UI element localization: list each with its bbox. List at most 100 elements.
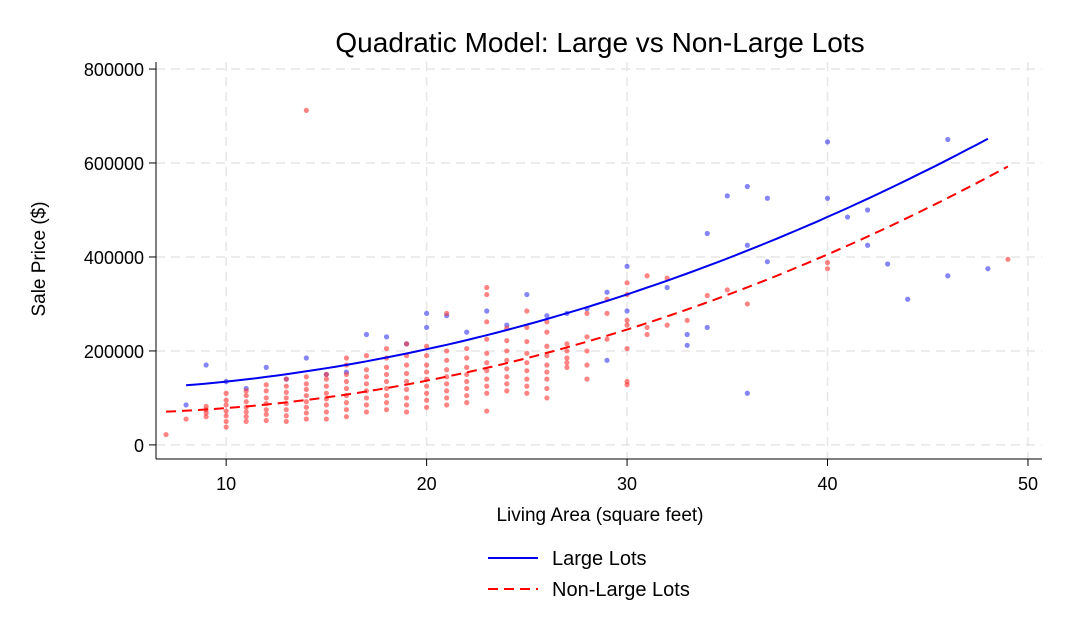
data-point-non-large-lots [303, 416, 309, 422]
data-point-non-large-lots [424, 383, 430, 389]
data-point-non-large-lots [464, 355, 470, 361]
data-point-non-large-lots [584, 348, 590, 354]
data-point-large-lots [945, 273, 951, 279]
data-point-non-large-lots [584, 310, 590, 316]
data-point-large-lots [744, 183, 750, 190]
data-point-large-lots [824, 195, 831, 201]
y-axis-title: Sale Price ($) [29, 201, 50, 316]
data-point-non-large-lots [624, 322, 630, 328]
data-point-non-large-lots [484, 319, 490, 325]
data-point-non-large-lots [564, 355, 570, 361]
data-point-non-large-lots [263, 411, 269, 417]
data-point-non-large-lots [303, 374, 309, 380]
data-point-non-large-lots [524, 383, 530, 389]
data-point-non-large-lots [343, 414, 350, 420]
data-point-non-large-lots [303, 404, 309, 410]
data-point-non-large-lots [444, 348, 450, 354]
data-point-non-large-lots [243, 399, 249, 405]
data-point-non-large-lots [323, 390, 329, 396]
data-point-non-large-lots [524, 338, 530, 345]
data-point-non-large-lots [484, 336, 490, 342]
data-point-non-large-lots [283, 407, 289, 413]
data-point-non-large-lots [424, 390, 430, 396]
data-point-non-large-lots [644, 273, 650, 279]
data-point-non-large-lots [283, 376, 289, 382]
data-point-large-lots [844, 214, 851, 220]
data-point-non-large-lots [444, 310, 450, 316]
data-point-non-large-lots [504, 348, 510, 354]
data-point-non-large-lots [263, 388, 269, 394]
data-point-non-large-lots [484, 383, 490, 389]
y-tick-label: 400000 [84, 248, 144, 268]
data-point-large-lots [183, 402, 189, 408]
data-point-large-lots [604, 357, 610, 363]
data-point-non-large-lots [464, 371, 470, 378]
data-point-large-lots [263, 364, 269, 370]
data-point-large-lots [544, 313, 550, 319]
data-point-non-large-lots [424, 397, 430, 403]
data-point-large-lots [764, 195, 770, 201]
data-point-non-large-lots [323, 383, 329, 389]
data-point-non-large-lots [223, 390, 229, 396]
data-point-non-large-lots [383, 345, 390, 352]
data-point-non-large-lots [464, 345, 470, 352]
data-point-non-large-lots [564, 348, 570, 354]
data-point-non-large-lots [223, 413, 229, 419]
data-point-non-large-lots [403, 362, 410, 368]
data-point-non-large-lots [504, 381, 510, 387]
data-point-non-large-lots [524, 368, 530, 374]
data-point-non-large-lots [444, 395, 450, 401]
data-point-non-large-lots [544, 329, 550, 335]
data-point-non-large-lots [263, 382, 269, 388]
data-point-non-large-lots [243, 409, 249, 415]
x-tick-label: 30 [617, 474, 637, 494]
data-point-non-large-lots [283, 389, 289, 395]
data-point-non-large-lots [243, 392, 249, 399]
data-point-non-large-lots [504, 388, 510, 394]
data-point-non-large-lots [424, 343, 430, 349]
data-point-large-lots [624, 263, 630, 269]
data-point-non-large-lots [544, 353, 550, 359]
data-point-large-lots [824, 139, 831, 145]
y-tick-label: 600000 [84, 154, 144, 174]
data-point-large-lots [484, 308, 490, 314]
data-point-non-large-lots [323, 371, 329, 378]
data-point-large-lots [303, 355, 309, 361]
data-point-large-lots [524, 291, 530, 298]
data-point-non-large-lots [464, 364, 470, 370]
data-point-non-large-lots [403, 409, 410, 415]
data-point-non-large-lots [383, 407, 390, 413]
y-tick-label: 0 [134, 436, 144, 456]
data-point-non-large-lots [624, 280, 630, 286]
data-point-non-large-lots [383, 378, 390, 385]
data-point-non-large-lots [363, 367, 370, 373]
data-point-non-large-lots [504, 366, 510, 372]
data-point-large-lots [865, 207, 871, 213]
data-point-non-large-lots [524, 376, 530, 382]
data-point-non-large-lots [484, 284, 490, 291]
data-point-non-large-lots [544, 319, 550, 325]
data-point-non-large-lots [203, 414, 209, 420]
data-point-non-large-lots [544, 395, 550, 401]
data-point-non-large-lots [524, 390, 530, 396]
data-point-non-large-lots [303, 381, 309, 387]
data-point-non-large-lots [403, 370, 410, 377]
data-point-non-large-lots [183, 416, 189, 422]
x-tick-label: 20 [417, 474, 437, 494]
data-point-non-large-lots [343, 355, 350, 361]
legend-label-non-large-lots: Non-Large Lots [552, 579, 690, 601]
data-point-non-large-lots [403, 386, 410, 393]
data-point-non-large-lots [323, 416, 329, 422]
data-point-non-large-lots [303, 399, 309, 405]
data-point-non-large-lots [724, 287, 730, 293]
data-point-non-large-lots [383, 392, 390, 399]
data-point-non-large-lots [624, 345, 630, 352]
data-point-non-large-lots [584, 362, 590, 368]
data-point-non-large-lots [263, 407, 269, 413]
data-point-non-large-lots [363, 353, 370, 359]
data-point-non-large-lots [644, 331, 650, 338]
data-point-non-large-lots [524, 308, 530, 314]
data-point-non-large-lots [283, 418, 289, 425]
data-point-non-large-lots [484, 408, 490, 414]
